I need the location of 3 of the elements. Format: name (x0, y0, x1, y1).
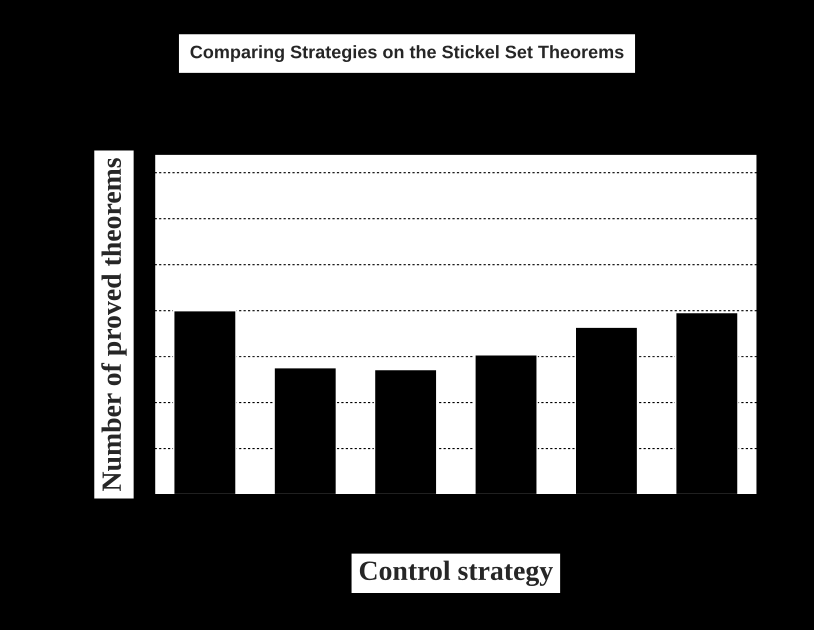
y-axis-title: Number of proved theorems (101, 158, 127, 491)
x-axis-title: Control strategy (360, 560, 553, 586)
chart-title: Comparing Strategies on the Stickel Set Theorems (190, 45, 624, 62)
